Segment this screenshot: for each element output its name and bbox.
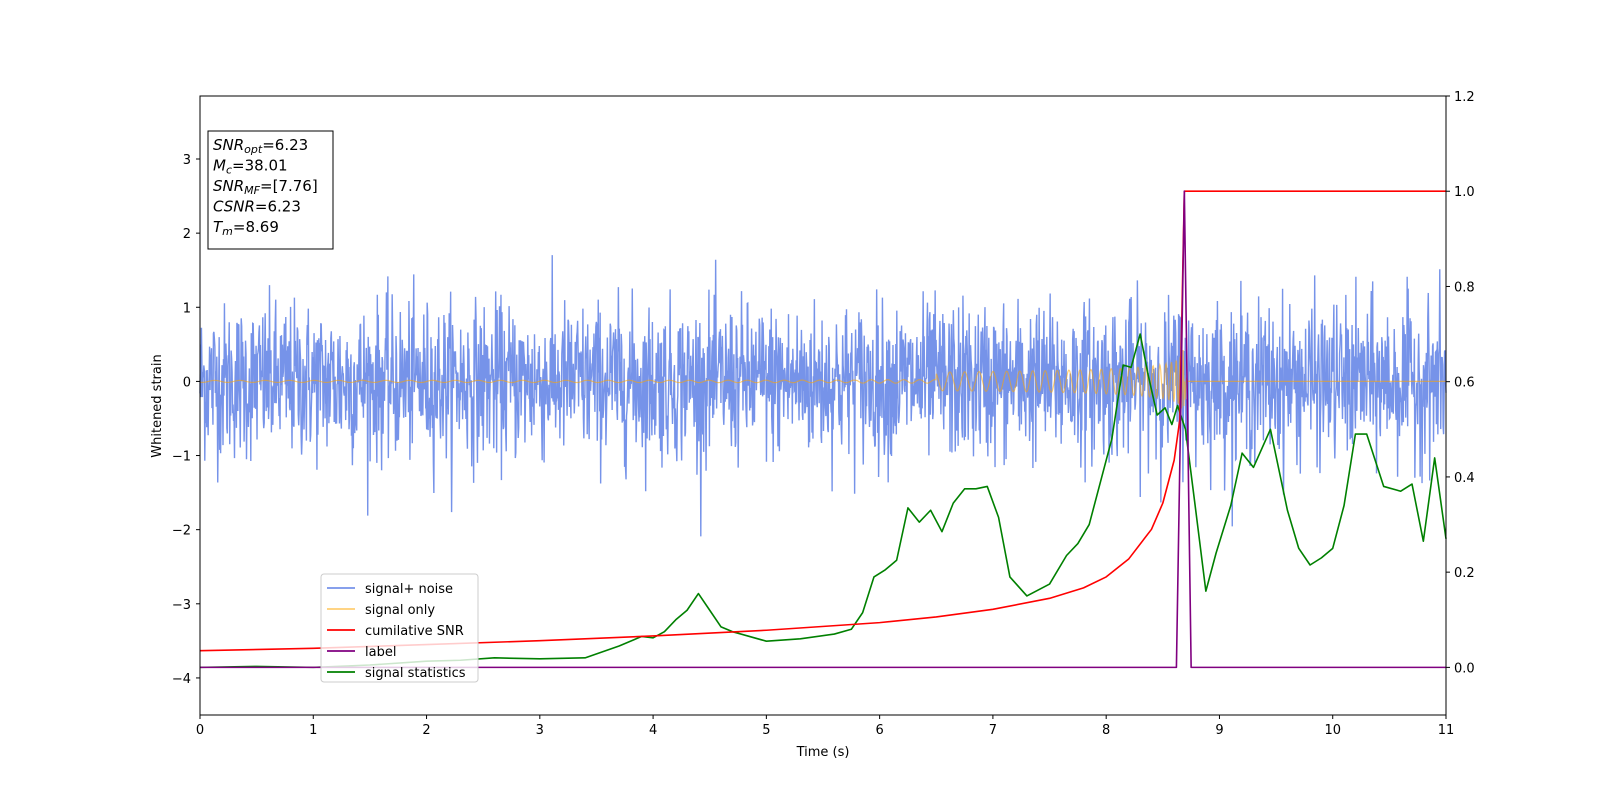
y-tick-label-left: −4 [172,672,191,687]
y-axis-right: 0.0 0.2 0.4 0.6 0.8 1.0 1.2 [1446,90,1475,676]
legend-entry: cumilative SNR [365,624,464,639]
info-box-line: SNRopt=6.23 [213,136,308,156]
signal-statistics-series [199,333,1447,669]
label-series [200,190,1446,669]
y-tick-label-left: −1 [172,450,191,465]
y-tick-label-right: 0.6 [1454,376,1475,391]
y-tick-label-right: 0.4 [1454,471,1475,486]
x-axis-label: Time (s) [796,745,850,760]
x-tick-label: 0 [196,723,204,738]
x-tick-label: 1 [309,723,317,738]
legend-entry: signal statistics [365,666,466,681]
legend: signal+ noise signal only cumilative SNR la… [320,573,479,683]
cumulative-snr-line [199,190,1446,652]
x-tick-label: 10 [1324,723,1341,738]
y-tick-label-right: 1.2 [1454,90,1475,105]
y-tick-label-left: 0 [183,375,191,390]
info-box: SNRopt=6.23Mc=38.01SNRMF=[7.76]CSNR=6.23… [207,130,334,250]
y-tick-label-left: 3 [183,153,191,168]
signal-only-line [199,349,1446,409]
signal-statistics-line [199,333,1447,669]
y-tick-label-right: 1.0 [1454,185,1475,200]
cumulative-snr-series [199,190,1446,652]
x-tick-label: 9 [1215,723,1223,738]
y-tick-label-left: −2 [172,524,191,539]
info-box-frame [207,130,334,250]
plot-frame [199,95,1447,716]
x-tick-label: 5 [762,723,770,738]
y-tick-label-right: 0.8 [1454,280,1475,295]
y-tick-label-right: 0.2 [1454,566,1475,581]
signal-noise-series [199,255,1447,537]
x-tick-label: 2 [422,723,430,738]
signal-only-series [199,349,1446,409]
signal-noise-line [199,255,1447,537]
y-tick-label-left: −3 [172,598,191,613]
legend-entry: signal only [365,603,435,618]
y-tick-label-left: 2 [183,227,191,242]
legend-entry: label [365,645,396,660]
y-tick-label-left: 1 [183,301,191,316]
x-tick-label: 8 [1102,723,1110,738]
info-box-line: Mc=38.01 [213,157,288,177]
x-tick-label: 11 [1438,723,1455,738]
x-tick-label: 6 [875,723,883,738]
y-tick-label-right: 0.0 [1454,661,1475,676]
info-box-line: SNRMF=[7.76] [213,177,318,197]
x-tick-label: 4 [649,723,657,738]
x-tick-label: 3 [536,723,544,738]
legend-entry: signal+ noise [365,582,453,597]
x-tick-label: 7 [989,723,997,738]
label-line [200,190,1446,669]
info-box-line: Tm=8.69 [213,218,279,238]
legend-frame [320,573,479,683]
y-axis-left: −4 −3 −2 −1 0 1 2 3 [172,153,200,687]
info-box-line: CSNR=6.23 [213,198,301,216]
x-axis: 0 1 2 3 4 5 6 7 8 9 10 11 [196,715,1454,738]
y-axis-label: Whitened strain [150,354,165,457]
